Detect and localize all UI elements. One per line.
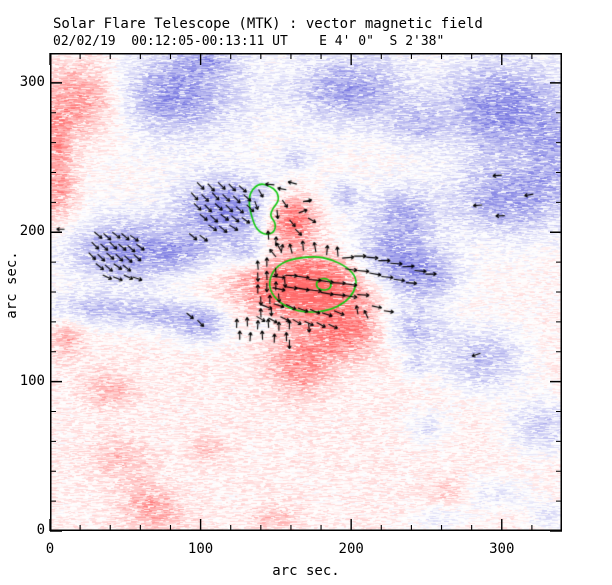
plot-frame — [50, 53, 562, 531]
major-ticks — [49, 53, 562, 532]
x-tick-label-100: 100 — [187, 541, 214, 557]
y-tick-label-200: 200 — [19, 223, 45, 240]
x-tick-label-0: 0 — [45, 541, 55, 557]
magnetogram-field-canvas — [50, 53, 562, 531]
x-tick-label-200: 200 — [338, 541, 364, 557]
y-axis-label: arc sec. — [4, 251, 20, 319]
plot-area — [49, 53, 562, 532]
y-tick-label-300: 300 — [19, 73, 45, 90]
y-tick-label-0: 0 — [36, 522, 45, 538]
x-axis-label: arc sec. — [272, 563, 340, 579]
axes-frame-and-ticks — [49, 53, 562, 532]
minor-ticks — [50, 53, 562, 531]
x-tick-label-300: 300 — [489, 541, 515, 557]
y-tick-label-100: 100 — [19, 372, 45, 389]
figure-subtitle: 02/02/19 00:12:05-00:13:11 UT E 4' 0" S … — [53, 34, 445, 49]
figure-title: Solar Flare Telescope (MTK) : vector mag… — [53, 16, 483, 32]
